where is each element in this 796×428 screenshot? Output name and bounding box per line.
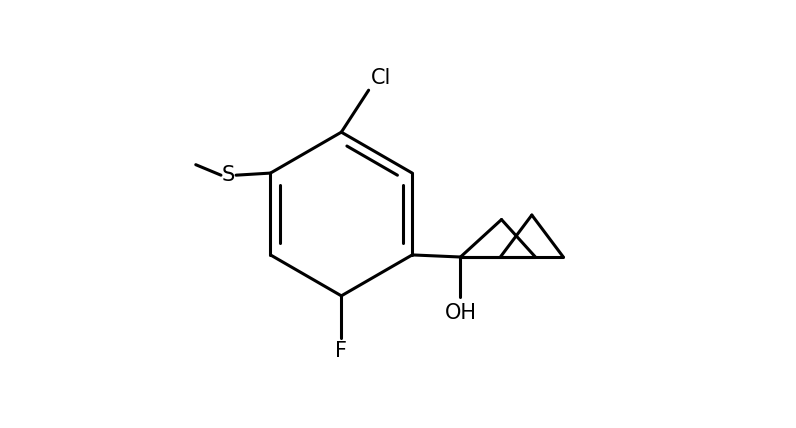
Text: OH: OH — [445, 303, 478, 323]
Text: S: S — [222, 165, 235, 185]
Text: F: F — [335, 341, 347, 361]
Text: Cl: Cl — [371, 68, 391, 88]
